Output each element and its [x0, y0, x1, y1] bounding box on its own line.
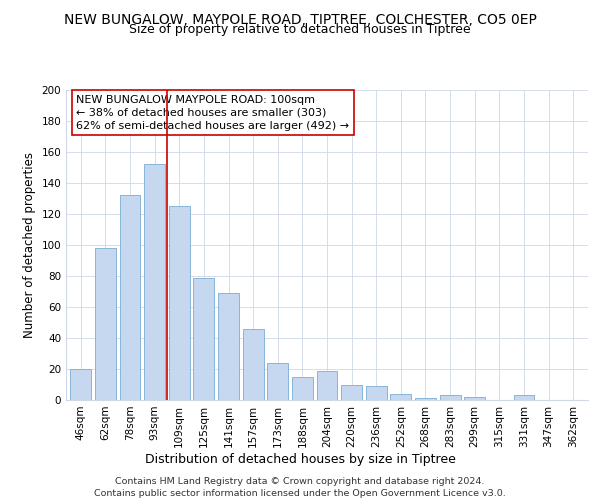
Text: NEW BUNGALOW, MAYPOLE ROAD, TIPTREE, COLCHESTER, CO5 0EP: NEW BUNGALOW, MAYPOLE ROAD, TIPTREE, COL…: [64, 12, 536, 26]
Bar: [514, 396, 535, 400]
Bar: [464, 397, 485, 400]
Bar: [292, 377, 313, 400]
Bar: [119, 196, 140, 400]
Bar: [440, 396, 461, 400]
Bar: [366, 386, 387, 400]
Bar: [317, 370, 337, 400]
Bar: [341, 384, 362, 400]
Bar: [169, 206, 190, 400]
Bar: [242, 328, 263, 400]
Y-axis label: Number of detached properties: Number of detached properties: [23, 152, 36, 338]
Text: Distribution of detached houses by size in Tiptree: Distribution of detached houses by size …: [145, 452, 455, 466]
Text: Contains HM Land Registry data © Crown copyright and database right 2024.: Contains HM Land Registry data © Crown c…: [115, 478, 485, 486]
Bar: [218, 293, 239, 400]
Bar: [193, 278, 214, 400]
Text: Size of property relative to detached houses in Tiptree: Size of property relative to detached ho…: [129, 22, 471, 36]
Text: NEW BUNGALOW MAYPOLE ROAD: 100sqm
← 38% of detached houses are smaller (303)
62%: NEW BUNGALOW MAYPOLE ROAD: 100sqm ← 38% …: [76, 94, 350, 131]
Bar: [144, 164, 165, 400]
Bar: [95, 248, 116, 400]
Bar: [267, 363, 288, 400]
Text: Contains public sector information licensed under the Open Government Licence v3: Contains public sector information licen…: [94, 489, 506, 498]
Bar: [391, 394, 412, 400]
Bar: [70, 369, 91, 400]
Bar: [415, 398, 436, 400]
